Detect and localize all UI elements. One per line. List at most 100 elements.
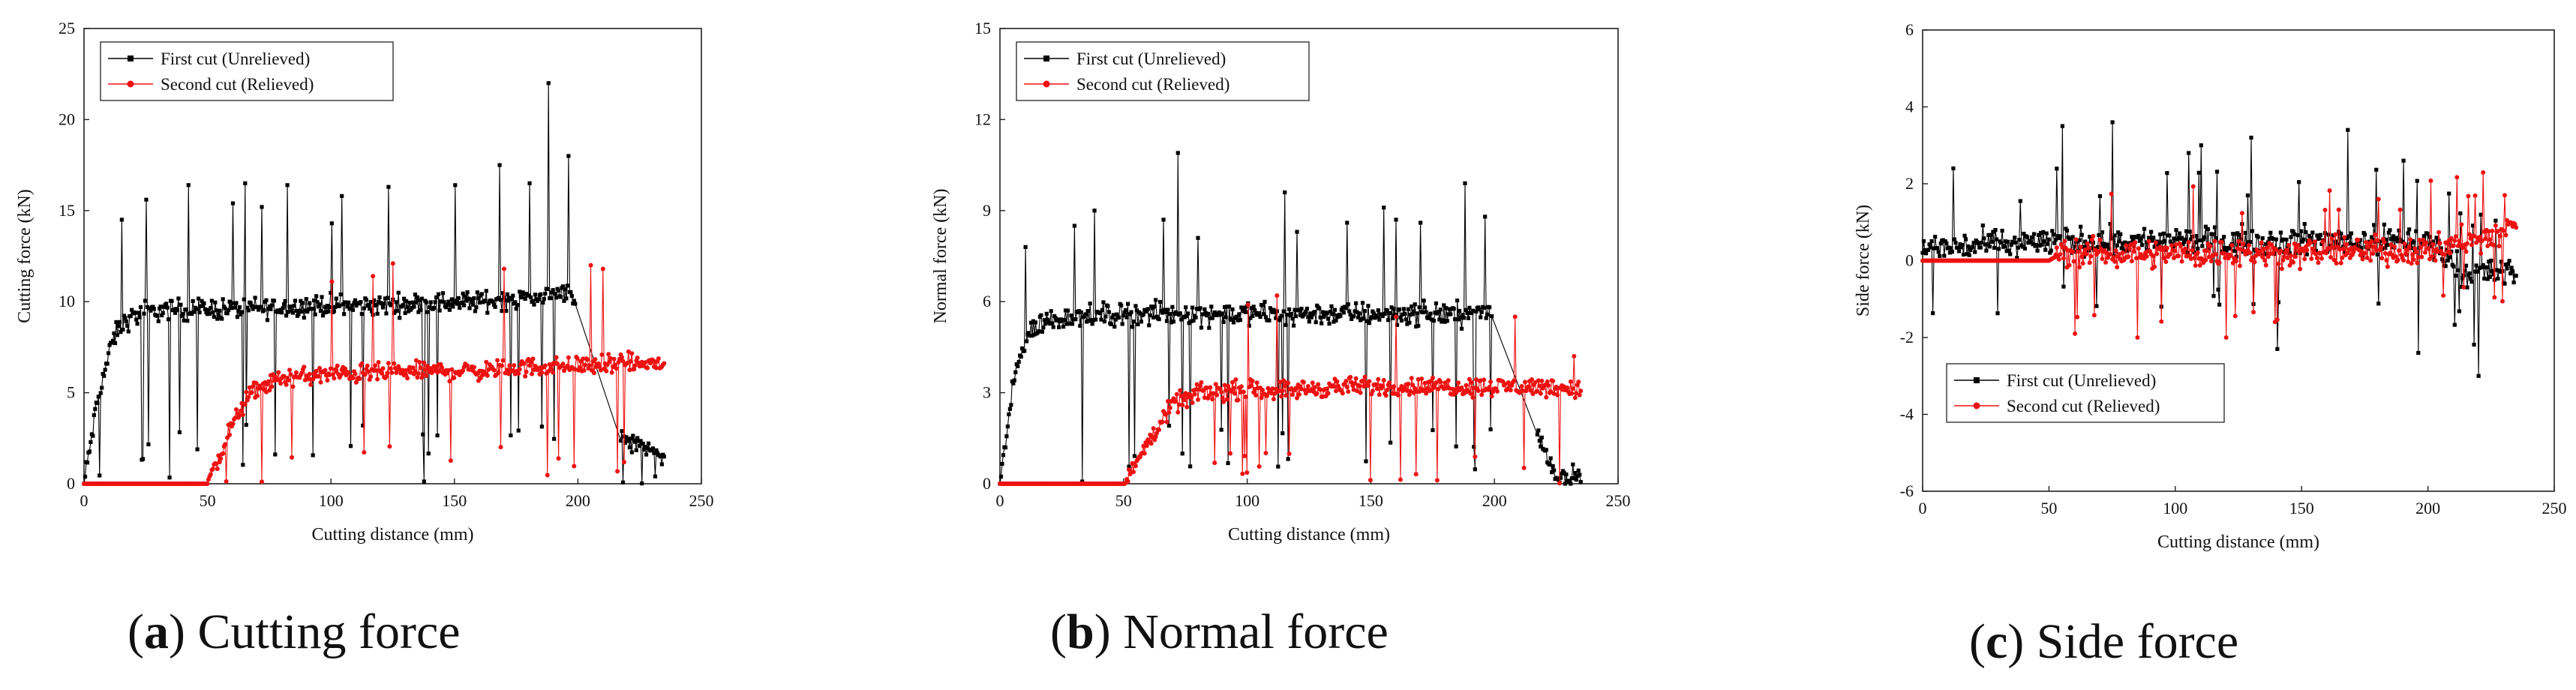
data-point-first-cut — [196, 296, 201, 301]
data-point-first-cut — [1357, 311, 1362, 316]
data-point-second-cut — [2258, 249, 2263, 254]
data-point-first-cut — [2090, 246, 2094, 250]
data-point-second-cut — [2457, 238, 2462, 244]
data-point-first-cut — [315, 300, 320, 304]
data-point-first-cut — [1076, 309, 1081, 314]
data-point-first-cut — [554, 296, 559, 300]
data-point-second-cut — [2413, 249, 2418, 254]
caption-a: (a) Cutting force — [128, 604, 461, 659]
data-point-second-cut — [288, 372, 293, 377]
data-point-first-cut — [375, 311, 380, 316]
x-tick-label: 150 — [442, 491, 467, 510]
data-point-second-cut — [385, 370, 390, 376]
data-point-second-cut — [2103, 260, 2109, 265]
data-point-first-cut — [2139, 236, 2143, 241]
data-point-first-cut — [1220, 311, 1225, 316]
data-point-first-cut — [305, 309, 310, 314]
data-point-second-cut — [242, 402, 248, 407]
data-point-first-cut — [1404, 317, 1408, 322]
data-point-second-cut — [263, 389, 269, 394]
data-point-first-cut — [115, 333, 120, 338]
data-point-first-cut — [1556, 477, 1561, 482]
data-point-first-cut — [1187, 321, 1191, 326]
data-point-second-cut — [308, 382, 314, 387]
data-point-first-cut — [449, 302, 453, 307]
data-point-first-cut — [2436, 238, 2441, 243]
data-point-first-cut — [135, 322, 140, 326]
data-point-first-cut — [1258, 314, 1262, 320]
x-tick-label: 0 — [80, 491, 89, 510]
data-point-first-cut — [255, 304, 260, 309]
data-point-second-cut — [2221, 250, 2226, 256]
data-point-first-cut — [440, 299, 444, 304]
data-point-first-cut — [560, 284, 566, 289]
data-point-first-cut — [2199, 143, 2203, 148]
data-point-second-cut — [1569, 391, 1575, 396]
data-point-first-cut — [1229, 317, 1234, 322]
data-point-first-cut — [1124, 315, 1129, 320]
data-point-second-cut — [1395, 393, 1401, 398]
data-point-first-cut — [1115, 312, 1119, 316]
data-point-second-cut — [1508, 388, 1513, 393]
data-point-second-cut — [2452, 238, 2457, 243]
data-point-second-cut — [218, 456, 224, 461]
data-point-first-cut — [2445, 258, 2450, 262]
data-point-first-cut — [2249, 135, 2253, 140]
data-point-second-cut — [484, 359, 489, 364]
data-point-second-cut — [2453, 234, 2458, 239]
data-point-second-cut — [2479, 238, 2484, 244]
data-point-first-cut — [2210, 232, 2215, 237]
data-point-first-cut — [460, 300, 464, 305]
data-point-first-cut — [2503, 262, 2508, 267]
data-point-first-cut — [1376, 308, 1380, 313]
data-point-second-cut — [1467, 376, 1472, 382]
data-point-first-cut — [1978, 245, 1983, 250]
x-axis-label: Cutting distance (mm) — [1228, 525, 1390, 544]
data-point-second-cut — [424, 374, 429, 379]
data-point-first-cut — [1332, 320, 1336, 324]
data-point-first-cut — [1207, 326, 1211, 330]
data-point-second-cut — [1519, 384, 1524, 389]
data-point-first-cut — [1051, 325, 1055, 329]
data-point-second-cut — [2370, 251, 2376, 256]
data-point-first-cut — [190, 311, 194, 316]
data-point-first-cut — [327, 304, 332, 310]
data-point-second-cut — [1535, 388, 1540, 394]
data-point-second-cut — [2406, 259, 2411, 264]
data-point-first-cut — [1211, 313, 1216, 317]
data-point-second-cut — [491, 368, 497, 373]
data-point-second-cut — [2477, 235, 2482, 240]
data-point-first-cut — [2472, 269, 2478, 274]
data-point-second-cut — [1348, 374, 1353, 380]
data-point-second-cut — [254, 380, 259, 386]
data-point-second-cut — [1464, 382, 1469, 388]
data-point-second-cut — [1335, 379, 1340, 384]
data-point-first-cut — [2187, 230, 2192, 234]
data-point-first-cut — [320, 295, 324, 299]
data-point-first-cut — [629, 450, 634, 454]
data-point-first-cut — [484, 289, 488, 293]
data-point-second-cut — [551, 370, 556, 375]
data-point-first-cut — [627, 446, 632, 450]
data-point-second-cut — [1219, 389, 1224, 394]
data-point-first-cut — [288, 304, 293, 309]
data-point-first-cut — [1959, 245, 1964, 250]
data-point-first-cut — [1458, 316, 1463, 320]
data-point-first-cut — [2421, 234, 2426, 238]
data-point-first-cut — [1139, 320, 1143, 324]
data-point-first-cut — [1965, 252, 1969, 256]
x-tick-label: 250 — [689, 491, 714, 510]
data-point-second-cut — [2368, 258, 2373, 263]
data-point-second-cut — [1410, 382, 1416, 388]
data-point-first-cut — [1122, 310, 1127, 315]
data-point-first-cut — [1193, 315, 1198, 320]
data-point-first-cut — [2102, 244, 2107, 249]
data-point-first-cut — [1461, 316, 1467, 320]
data-point-first-cut — [2474, 263, 2478, 268]
caption-c: (c) Side force — [1969, 614, 2239, 669]
data-point-second-cut — [376, 360, 381, 365]
data-point-first-cut — [290, 308, 294, 313]
data-point-first-cut — [359, 300, 363, 304]
data-point-first-cut — [1298, 313, 1303, 317]
